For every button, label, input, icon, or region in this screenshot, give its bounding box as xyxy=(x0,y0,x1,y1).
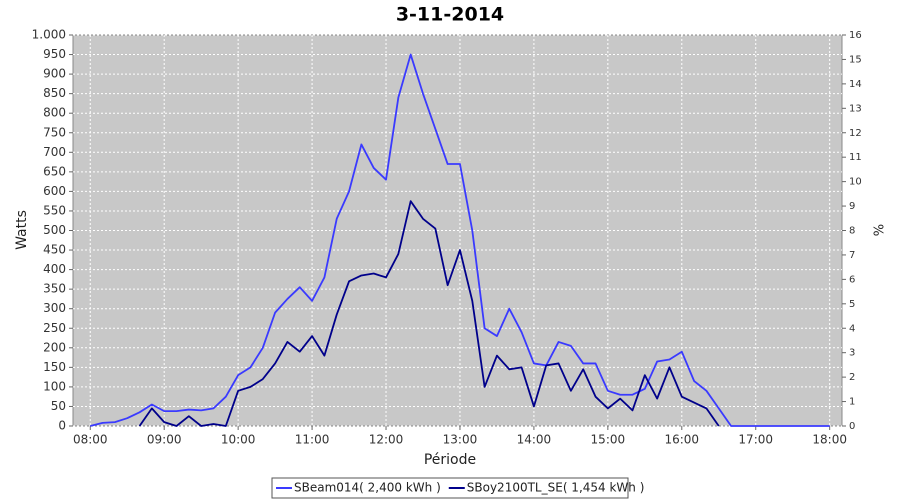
x-tick-label: 13:00 xyxy=(443,433,478,447)
x-tick-label: 09:00 xyxy=(147,433,182,447)
y-tick-label: 100 xyxy=(43,379,66,393)
y2-tick-label: 12 xyxy=(849,128,862,139)
y-tick-label: 150 xyxy=(43,360,66,374)
x-tick-label: 14:00 xyxy=(517,433,552,447)
y-tick-label: 800 xyxy=(43,106,66,120)
x-tick-label: 12:00 xyxy=(369,433,404,447)
y-tick-label: 650 xyxy=(43,164,66,178)
y-tick-label: 0 xyxy=(58,419,66,433)
y2-tick-label: 8 xyxy=(849,226,855,237)
y-tick-label: 200 xyxy=(43,340,66,354)
y-axis-label: Watts xyxy=(14,210,30,250)
x-tick-label: 18:00 xyxy=(812,433,847,447)
y-tick-label: 300 xyxy=(43,301,66,315)
y-tick-label: 350 xyxy=(43,282,66,296)
x-tick-label: 11:00 xyxy=(295,433,330,447)
y-tick-label: 400 xyxy=(43,262,66,276)
y-tick-label: 850 xyxy=(43,86,66,100)
x-tick-label: 17:00 xyxy=(738,433,773,447)
legend-label: SBeam014( 2,400 kWh ) xyxy=(294,481,441,495)
y2-tick-label: 9 xyxy=(849,201,855,212)
y2-tick-label: 2 xyxy=(849,372,855,383)
x-axis-label: Période xyxy=(424,452,476,468)
y2-tick-label: 1 xyxy=(849,397,855,408)
y-tick-label: 700 xyxy=(43,145,66,159)
series-line xyxy=(90,53,830,427)
y-tick-label: 550 xyxy=(43,203,66,217)
y-tick-label: 600 xyxy=(43,184,66,198)
y-tick-label: 250 xyxy=(43,321,66,335)
y2-tick-label: 13 xyxy=(849,103,862,114)
legend-label: SBoy2100TL_SE( 1,454 kWh ) xyxy=(467,481,645,495)
x-tick-label: 10:00 xyxy=(221,433,256,447)
y2-tick-label: 0 xyxy=(849,421,855,432)
y2-tick-label: 4 xyxy=(849,323,855,334)
y-tick-label: 750 xyxy=(43,125,66,139)
y-tick-label: 1.000 xyxy=(32,28,66,42)
y2-tick-label: 14 xyxy=(849,79,862,90)
y-tick-label: 900 xyxy=(43,67,66,81)
y2-tick-label: 3 xyxy=(849,348,855,359)
x-tick-label: 08:00 xyxy=(73,433,108,447)
y2-tick-label: 15 xyxy=(849,54,862,65)
series-line xyxy=(138,200,720,427)
y-tick-label: 500 xyxy=(43,223,66,237)
y2-tick-label: 6 xyxy=(849,274,855,285)
y2-axis-label: % xyxy=(873,224,888,236)
chart-title: 3-11-2014 xyxy=(396,4,504,26)
y2-tick-label: 10 xyxy=(849,177,862,188)
y2-tick-label: 5 xyxy=(849,299,855,310)
y-tick-label: 950 xyxy=(43,47,66,61)
y-tick-label: 50 xyxy=(51,399,66,413)
x-tick-label: 15:00 xyxy=(591,433,626,447)
y2-tick-label: 16 xyxy=(849,30,862,41)
y-tick-label: 450 xyxy=(43,243,66,257)
x-tick-label: 16:00 xyxy=(664,433,699,447)
y2-tick-label: 11 xyxy=(849,152,862,163)
y2-tick-label: 7 xyxy=(849,250,855,261)
